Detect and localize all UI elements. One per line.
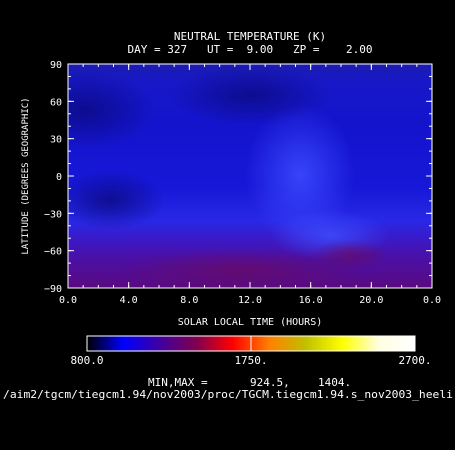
max-value: 1404.: [318, 376, 351, 389]
colorbar-mid-label: 1750.: [234, 354, 267, 367]
y-tick-label: −30: [44, 209, 62, 220]
y-tick-label: 0: [56, 172, 62, 183]
x-tick-label: 4.0: [120, 295, 138, 306]
minmax-label: MIN,MAX =: [148, 376, 208, 389]
x-tick-label: 12.0: [238, 295, 262, 306]
y-tick-label: −90: [44, 284, 62, 295]
y-tick-label: 30: [50, 135, 62, 146]
y-axis-label: LATITUDE (DEGREES GEOGRAPHIC): [21, 97, 31, 254]
footer-path: /aim2/tgcm/tiegcm1.94/nov2003/proc/TGCM.…: [3, 388, 453, 401]
x-tick-label: 20.0: [359, 295, 383, 306]
chart-title: NEUTRAL TEMPERATURE (K): [174, 30, 326, 43]
colorbar-max-label: 2700.: [398, 354, 431, 367]
x-tick-label: 0.0: [423, 295, 441, 306]
heatmap-field: [68, 64, 432, 288]
y-tick-label: 60: [50, 97, 62, 108]
x-tick-label: 0.0: [59, 295, 77, 306]
colorbar-min-label: 800.0: [70, 354, 103, 367]
x-axis-label: SOLAR LOCAL TIME (HOURS): [178, 317, 323, 328]
x-tick-label: 16.0: [299, 295, 323, 306]
x-tick-label: 8.0: [180, 295, 198, 306]
colorbar: [87, 336, 415, 351]
y-tick-label: 90: [50, 60, 62, 71]
colorbar-frame: [86, 335, 416, 352]
chart-subtitle: DAY = 327 UT = 9.00 ZP = 2.00: [127, 43, 372, 56]
axes: 0.0 4.0 8.0 12.0 16.0 20.0 0.0 90 60 30 0 −30 −60 −90: [44, 60, 441, 306]
min-value: 924.5,: [250, 376, 290, 389]
y-tick-label: −60: [44, 247, 62, 258]
